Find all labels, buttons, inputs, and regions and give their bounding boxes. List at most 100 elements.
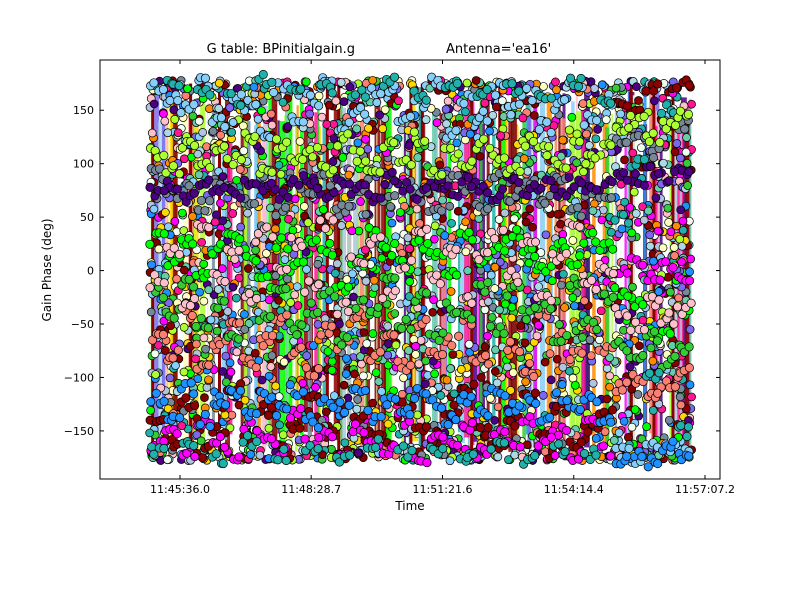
point	[636, 143, 646, 153]
band-118	[400, 129, 407, 432]
point	[438, 195, 447, 205]
point	[448, 350, 458, 359]
series-11-point	[159, 396, 169, 406]
band-163	[296, 105, 299, 443]
point	[383, 321, 393, 331]
point	[552, 354, 562, 364]
point	[412, 204, 422, 214]
band-150	[464, 94, 470, 438]
series-9-point	[623, 218, 634, 228]
point	[497, 96, 507, 106]
series-1-point	[451, 270, 462, 280]
point	[159, 109, 168, 119]
point	[275, 420, 284, 430]
band-106	[245, 121, 251, 435]
point	[214, 104, 224, 113]
point	[559, 269, 568, 279]
point	[545, 349, 555, 359]
series-10-point	[375, 167, 385, 177]
series-5-point	[467, 314, 477, 324]
point	[286, 298, 296, 307]
series-6-point	[483, 188, 493, 198]
point	[649, 256, 658, 266]
series-9-point	[683, 422, 694, 432]
point	[364, 123, 373, 133]
series-8-point	[297, 241, 307, 251]
point	[348, 269, 357, 279]
series-1-point	[423, 238, 433, 249]
point	[250, 348, 260, 358]
point	[411, 341, 421, 351]
series-3-point	[514, 99, 524, 109]
point	[638, 315, 648, 325]
series-3-point	[546, 128, 556, 138]
series-1-point	[512, 225, 522, 235]
point	[317, 112, 327, 122]
point	[146, 307, 156, 317]
data-points	[145, 69, 696, 472]
series-6-point	[376, 193, 386, 203]
point	[524, 258, 534, 268]
series-11-point	[146, 397, 156, 407]
series-8-point	[204, 222, 214, 233]
series-1-point	[665, 329, 675, 339]
series-1-point	[311, 235, 321, 245]
series-5-point	[486, 321, 496, 331]
series-4-point	[670, 382, 680, 392]
point	[605, 371, 615, 381]
series-0-point	[641, 86, 651, 96]
series-7-point	[252, 426, 262, 436]
point	[363, 144, 373, 154]
series-6-point	[549, 183, 559, 194]
point	[651, 193, 661, 203]
series-11-point	[186, 378, 196, 388]
point	[547, 276, 557, 286]
point	[327, 365, 337, 375]
series-1-point	[381, 243, 391, 253]
series-6-point	[607, 177, 617, 187]
series-10-point	[308, 152, 318, 162]
point	[645, 230, 655, 240]
point	[292, 282, 302, 292]
point	[486, 270, 496, 280]
point	[231, 293, 241, 303]
series-11-point	[298, 387, 308, 397]
series-9-point	[398, 441, 408, 451]
series-4-point	[375, 347, 385, 357]
series-7-point	[314, 432, 324, 443]
series-7-point	[546, 432, 556, 442]
point	[666, 287, 675, 297]
series-9-point	[327, 88, 337, 98]
series-7-point	[234, 452, 244, 462]
point	[440, 231, 450, 240]
point	[199, 333, 209, 343]
series-11-point	[668, 436, 678, 447]
point	[582, 129, 591, 139]
point	[370, 283, 380, 292]
series-8-point	[669, 319, 679, 329]
series-11-point	[205, 421, 215, 432]
series-3-point	[216, 113, 226, 123]
series-7-point	[622, 268, 632, 278]
point	[619, 416, 629, 426]
band-155	[165, 91, 168, 452]
series-10-point	[282, 137, 292, 147]
series-6-point	[645, 161, 655, 171]
series-4-point	[258, 341, 268, 351]
series-4-point	[389, 330, 399, 340]
series-1-point	[390, 238, 400, 249]
series-6-point	[344, 179, 355, 189]
series-5-point	[608, 292, 618, 302]
series-2-point	[196, 195, 206, 206]
point	[390, 309, 400, 318]
point	[238, 121, 248, 131]
point	[530, 111, 539, 120]
point	[368, 75, 378, 85]
point	[395, 208, 405, 217]
series-1-point	[276, 233, 286, 243]
series-4-point	[187, 311, 197, 321]
point	[362, 339, 372, 349]
point	[644, 206, 653, 216]
series-8-point	[546, 296, 556, 306]
series-3-point	[506, 110, 516, 120]
